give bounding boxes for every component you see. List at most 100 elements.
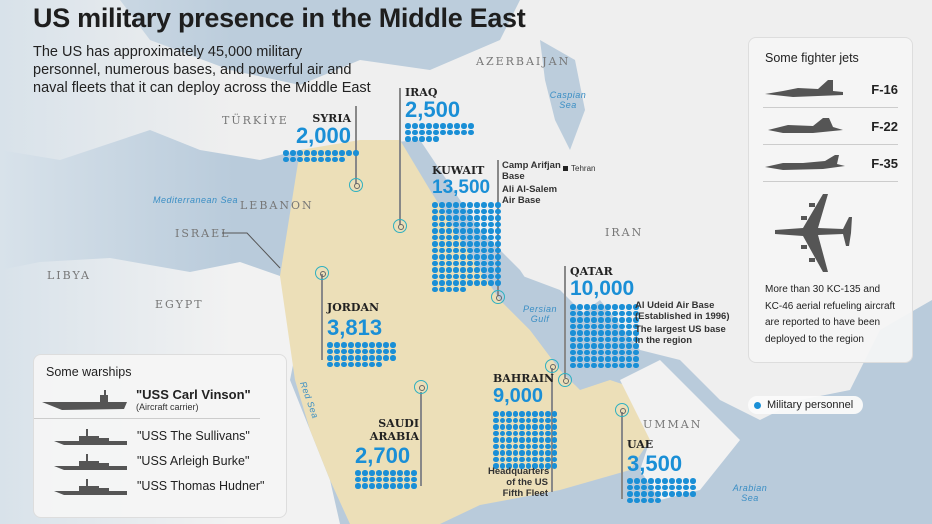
personnel-dot [641, 484, 647, 490]
personnel-dot [419, 136, 425, 142]
personnel-dot [655, 484, 661, 490]
personnel-dot [474, 241, 480, 247]
personnel-dot [341, 361, 347, 367]
personnel-dot [662, 478, 668, 484]
personnel-dot [612, 323, 618, 329]
personnel-dot [362, 483, 368, 489]
uae-marker[interactable] [615, 403, 629, 417]
jet-row-f16: F-16 [763, 71, 898, 108]
legend-military-personnel: Military personnel [748, 396, 864, 414]
qatar-marker[interactable] [558, 373, 572, 387]
personnel-dot [397, 476, 403, 482]
personnel-dot [453, 208, 459, 214]
personnel-dot [362, 348, 368, 354]
personnel-dot [325, 150, 331, 156]
personnel-dot [446, 202, 452, 208]
personnel-dot [325, 156, 331, 162]
iraq-marker[interactable] [393, 219, 407, 233]
page-title: US military presence in the Middle East [33, 3, 526, 33]
destroyer-row: "USS Thomas Hudner" [54, 473, 286, 498]
personnel-dot [605, 304, 611, 310]
personnel-dot [348, 342, 354, 348]
personnel-dot [446, 215, 452, 221]
personnel-dot [538, 424, 544, 430]
personnel-dot [467, 234, 473, 240]
personnel-dot [432, 273, 438, 279]
personnel-dot [446, 273, 452, 279]
personnel-dot [439, 202, 445, 208]
personnel-dot [641, 491, 647, 497]
saudi-dots [355, 470, 419, 489]
personnel-dot [495, 260, 501, 266]
label-israel: ISRAEL [175, 227, 231, 240]
syria-marker[interactable] [349, 178, 363, 192]
personnel-dot [432, 267, 438, 273]
personnel-dot [474, 234, 480, 240]
syria-group: SYRIA 2,000 [283, 112, 359, 162]
personnel-dot [334, 342, 340, 348]
personnel-dot [577, 304, 583, 310]
personnel-dot [612, 336, 618, 342]
personnel-dot [605, 343, 611, 349]
personnel-dot [404, 483, 410, 489]
personnel-dot [334, 361, 340, 367]
fighter-jets-panel: Some fighter jets F-16 F-22 F-35 More th… [748, 37, 913, 363]
personnel-dot [512, 424, 518, 430]
personnel-dot [439, 241, 445, 247]
bahrain-marker[interactable] [545, 359, 559, 373]
personnel-dot [311, 156, 317, 162]
personnel-dot [474, 254, 480, 260]
personnel-dot [362, 355, 368, 361]
personnel-dot [390, 470, 396, 476]
personnel-dot [362, 476, 368, 482]
uae-dots [627, 478, 696, 503]
personnel-dot [283, 150, 289, 156]
personnel-dot [390, 476, 396, 482]
personnel-dot [612, 362, 618, 368]
personnel-dot [584, 343, 590, 349]
personnel-dot [460, 260, 466, 266]
jet-label: F-22 [871, 118, 898, 134]
personnel-dot [626, 343, 632, 349]
personnel-dot [446, 208, 452, 214]
personnel-dot [460, 234, 466, 240]
personnel-dot [690, 491, 696, 497]
personnel-dot [525, 450, 531, 456]
personnel-dot [332, 150, 338, 156]
personnel-dot [446, 221, 452, 227]
personnel-dot [493, 417, 499, 423]
jordan-marker[interactable] [315, 266, 329, 280]
personnel-dot [612, 304, 618, 310]
personnel-dot [519, 456, 525, 462]
personnel-dot [327, 342, 333, 348]
personnel-dot [612, 356, 618, 362]
kuwait-marker[interactable] [491, 290, 505, 304]
personnel-dot [411, 483, 417, 489]
personnel-dot [432, 286, 438, 292]
personnel-dot [626, 349, 632, 355]
destroyer-row: "USS Arleigh Burke" [54, 448, 286, 473]
personnel-dot [499, 463, 505, 469]
destroyer-icon [54, 453, 127, 470]
personnel-dot [453, 260, 459, 266]
personnel-dot [383, 348, 389, 354]
personnel-dot [598, 317, 604, 323]
personnel-dot [626, 310, 632, 316]
personnel-dot [619, 330, 625, 336]
personnel-dot [453, 234, 459, 240]
personnel-dot [633, 323, 639, 329]
personnel-dot [383, 470, 389, 476]
personnel-dot [545, 430, 551, 436]
personnel-dot [376, 483, 382, 489]
personnel-dot [453, 215, 459, 221]
personnel-dot [481, 280, 487, 286]
personnel-dot [584, 349, 590, 355]
personnel-dot [627, 491, 633, 497]
personnel-dot [419, 129, 425, 135]
personnel-dot [439, 280, 445, 286]
saudi-marker[interactable] [414, 380, 428, 394]
jordan-personnel: 3,813 [327, 315, 383, 340]
personnel-dot [453, 254, 459, 260]
personnel-dot [683, 491, 689, 497]
iraq-personnel: 2,500 [405, 97, 461, 122]
